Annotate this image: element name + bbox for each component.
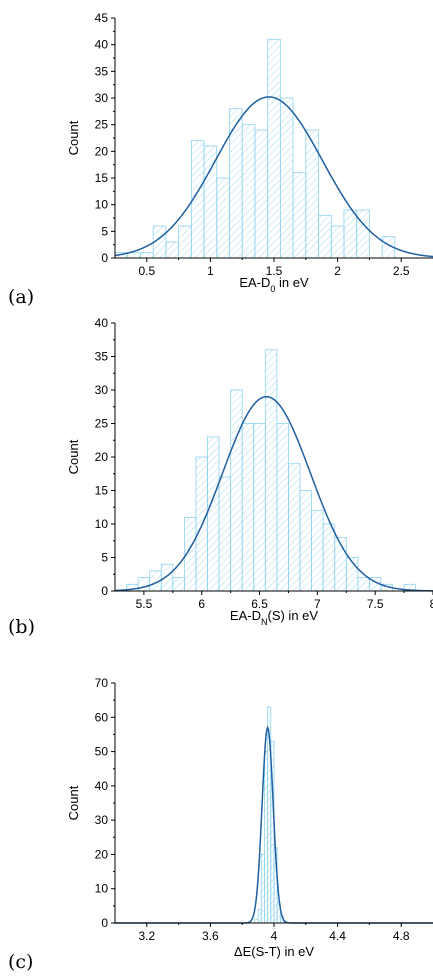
histogram-bar xyxy=(343,209,358,259)
y-tick-label: 15 xyxy=(95,484,109,498)
histogram-bar xyxy=(299,490,312,592)
y-tick-label: 40 xyxy=(95,316,109,330)
histogram-panel-a: 0 5 10 15 20 25 30 35 40 45 0.5 1 1.5 2 2.5 Count EA-D0 … xyxy=(8,11,433,308)
panel-label: (a) xyxy=(8,286,34,308)
y-tick-label: 40 xyxy=(95,779,109,793)
y-tick-label: 0 xyxy=(101,584,108,598)
histogram-bar xyxy=(318,214,332,259)
y-tick-label: 15 xyxy=(95,171,109,185)
histogram-bar xyxy=(276,423,289,592)
histogram-panel-b: 0 5 10 15 20 25 30 35 40 5.5 6 6.5 7 7.5 8 Count EA-DN(S… xyxy=(8,316,433,638)
y-tick-label: 20 xyxy=(95,847,109,861)
gaussian-fit-line xyxy=(114,395,433,592)
y-tick-label: 30 xyxy=(95,383,109,397)
histogram-bar xyxy=(172,577,185,592)
y-tick-label: 35 xyxy=(95,64,109,78)
y-tick-label: 20 xyxy=(95,144,109,158)
histogram-bar xyxy=(330,225,345,259)
histogram-bar xyxy=(288,463,301,592)
histogram-bar xyxy=(207,436,220,592)
histogram-bar xyxy=(322,523,336,592)
histogram-bar xyxy=(241,423,255,592)
panel-label: (c) xyxy=(8,951,33,973)
x-tick-label: 4.8 xyxy=(393,929,410,943)
histogram-bar xyxy=(178,225,192,259)
histogram-bar xyxy=(137,577,151,592)
x-axis-label: EA-D0 in eV xyxy=(239,275,309,294)
y-tick-label: 35 xyxy=(95,350,109,364)
x-axis-label: EA-DN(S) in eV xyxy=(230,608,318,627)
y-tick-label: 30 xyxy=(95,91,109,105)
histogram-bar xyxy=(140,252,154,259)
histogram-bar xyxy=(311,510,324,592)
histogram-bar xyxy=(254,129,269,259)
x-axis-label: ΔE(S-T) in eV xyxy=(234,944,315,959)
x-tick-label: 3.2 xyxy=(138,929,155,943)
x-tick-label: 0.5 xyxy=(138,264,155,278)
histogram-bar xyxy=(257,908,262,924)
histogram-bar xyxy=(216,177,230,259)
x-tick-label: 1.5 xyxy=(266,264,283,278)
y-tick-label: 0 xyxy=(101,916,108,930)
y-tick-label: 10 xyxy=(95,882,109,896)
y-tick-label: 5 xyxy=(101,224,108,238)
histogram-bar xyxy=(292,172,307,259)
y-tick-label: 5 xyxy=(101,551,108,565)
x-tick-label: 4.4 xyxy=(329,929,346,943)
histogram-bar xyxy=(357,577,370,592)
y-tick-label: 10 xyxy=(95,517,109,531)
histogram-bar xyxy=(260,854,265,924)
x-tick-label: 2 xyxy=(334,264,341,278)
y-tick-label: 10 xyxy=(95,198,109,212)
x-tick-label: 2.5 xyxy=(393,264,410,278)
histogram-bar xyxy=(279,97,294,259)
x-tick-label: 7.5 xyxy=(367,597,384,611)
histogram-bar xyxy=(127,252,141,259)
y-tick-label: 50 xyxy=(95,745,109,759)
x-tick-label: 8 xyxy=(430,597,433,611)
histogram-bar xyxy=(254,919,259,924)
y-tick-label: 25 xyxy=(95,118,109,132)
x-tick-label: 7 xyxy=(314,597,321,611)
x-tick-label: 6.5 xyxy=(251,597,268,611)
x-tick-label: 5.5 xyxy=(136,597,153,611)
y-tick-label: 60 xyxy=(95,710,109,724)
histogram-bar xyxy=(165,241,180,259)
histogram-bar xyxy=(264,751,269,924)
x-tick-label: 1 xyxy=(207,264,214,278)
x-tick-label: 6 xyxy=(198,597,205,611)
histogram-bar xyxy=(241,124,256,259)
histogram-bar xyxy=(253,423,266,592)
histogram-bar xyxy=(264,349,278,592)
histogram-panel-c: 0 10 20 30 40 50 60 70 3.2 3.6 4 4.4 4.8 Count ΔE(S-T)… xyxy=(8,676,433,973)
y-axis-label: Count xyxy=(66,785,81,820)
y-tick-label: 25 xyxy=(95,417,109,431)
y-tick-label: 0 xyxy=(101,251,108,265)
y-axis-label: Count xyxy=(66,439,81,474)
histogram-bar xyxy=(230,389,243,592)
x-tick-label: 4 xyxy=(271,929,278,943)
y-tick-label: 70 xyxy=(95,676,109,690)
y-tick-label: 40 xyxy=(95,38,109,52)
y-tick-label: 20 xyxy=(95,450,109,464)
gaussian-fit-line xyxy=(114,96,433,258)
histogram-bar xyxy=(267,38,281,259)
panel-label: (b) xyxy=(8,616,35,638)
y-tick-label: 30 xyxy=(95,813,109,827)
histogram-bar xyxy=(356,209,370,259)
y-axis-label: Count xyxy=(66,120,81,155)
histogram-bar xyxy=(218,476,232,592)
y-tick-label: 45 xyxy=(95,11,109,25)
x-tick-label: 3.6 xyxy=(202,929,219,943)
histogram-bar xyxy=(160,563,174,592)
